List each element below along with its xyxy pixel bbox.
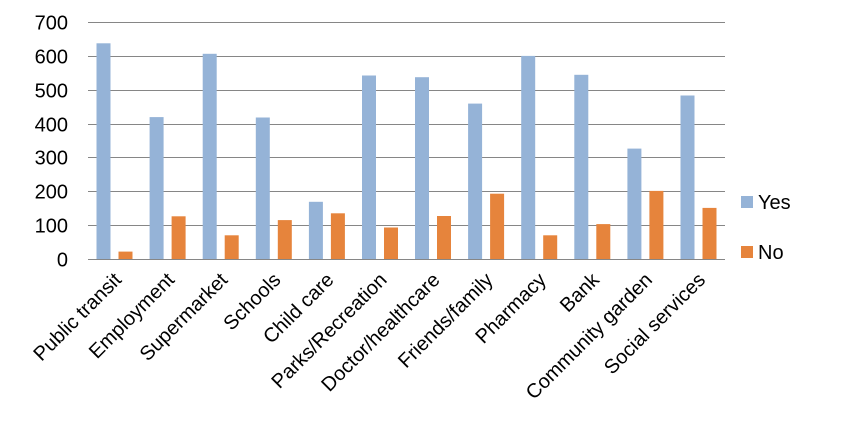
bar-no-11 bbox=[702, 207, 717, 259]
bar-yes-3 bbox=[255, 117, 270, 259]
legend: Yes No bbox=[741, 192, 791, 264]
bar-no-4 bbox=[330, 213, 345, 259]
bar-no-5 bbox=[384, 227, 398, 259]
bar-no-2 bbox=[224, 235, 239, 259]
x-axis-labels: Public transitEmploymentSupermarketSchoo… bbox=[30, 268, 711, 404]
bar-yes-7 bbox=[468, 103, 483, 259]
bar-yes-6 bbox=[415, 77, 429, 259]
bar-no-7 bbox=[490, 193, 505, 259]
y-tick-label: 400 bbox=[35, 115, 68, 137]
legend-label-no: No bbox=[758, 242, 784, 264]
y-tick-label: 300 bbox=[35, 148, 68, 170]
y-tick-label: 500 bbox=[35, 81, 68, 103]
bar-yes-11 bbox=[680, 95, 695, 259]
bar-no-10 bbox=[649, 190, 664, 259]
bar-yes-10 bbox=[627, 148, 642, 259]
y-axis-ticks: 0 100 200 300 400 500 600 700 bbox=[35, 13, 68, 272]
bar-yes-1 bbox=[149, 117, 164, 259]
bar-no-1 bbox=[171, 216, 186, 259]
bar-yes-0 bbox=[96, 43, 111, 259]
bars bbox=[96, 43, 717, 260]
y-tick-label: 600 bbox=[35, 47, 68, 69]
y-tick-label: 700 bbox=[35, 13, 68, 35]
bar-yes-4 bbox=[308, 201, 323, 259]
bar-yes-8 bbox=[521, 55, 536, 260]
bar-yes-2 bbox=[202, 53, 217, 259]
y-tick-label: 0 bbox=[57, 250, 68, 272]
bar-no-6 bbox=[437, 216, 451, 259]
x-tick-label: Bank bbox=[556, 268, 604, 316]
legend-label-yes: Yes bbox=[758, 192, 791, 214]
y-tick-label: 200 bbox=[35, 182, 68, 204]
legend-swatch-yes bbox=[741, 196, 753, 208]
bar-no-9 bbox=[596, 224, 611, 259]
bar-yes-5 bbox=[362, 75, 376, 259]
gridlines bbox=[88, 22, 725, 226]
bar-yes-9 bbox=[574, 74, 589, 259]
bar-no-0 bbox=[118, 251, 133, 259]
bar-no-3 bbox=[277, 220, 292, 259]
y-tick-label: 100 bbox=[35, 216, 68, 238]
bar-no-8 bbox=[543, 235, 558, 259]
legend-swatch-no bbox=[741, 246, 753, 258]
